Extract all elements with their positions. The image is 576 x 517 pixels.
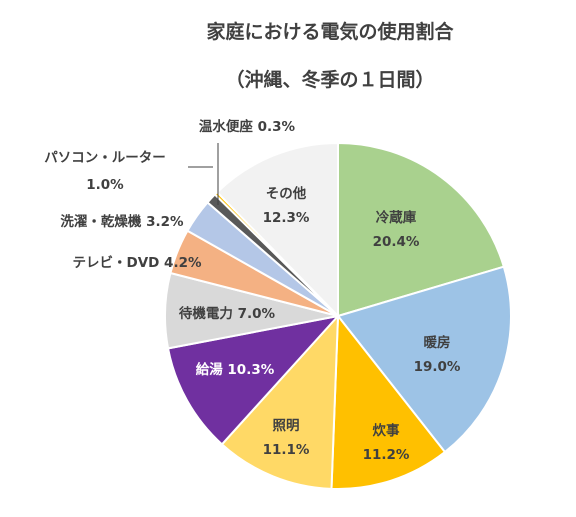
slice-4-wedge xyxy=(166,314,341,446)
slice-2-value-label: 11.2% xyxy=(363,447,410,463)
slice-3-wedge xyxy=(220,313,340,490)
chart-title: 家庭における電気の使用割合 xyxy=(206,20,454,43)
slice-1-name-label: 暖房 xyxy=(424,334,451,351)
slice-10-value-label: 12.3% xyxy=(263,210,310,226)
chart-subtitle: （沖縄、冬季の１日間） xyxy=(225,68,434,91)
slice-1-wedge xyxy=(336,265,512,454)
slice-9-label: 温水便座 0.3% xyxy=(199,118,296,135)
slice-2-name-label: 炊事 xyxy=(373,422,400,439)
slice-1-value-label: 19.0% xyxy=(414,359,461,375)
slice-8-name-label: パソコン・ルーター xyxy=(44,150,166,166)
slice-2-wedge xyxy=(330,313,447,490)
slice-7-label: 洗濯・乾燥機 3.2% xyxy=(60,213,184,230)
slice-10-name-label: その他 xyxy=(266,185,307,202)
slice-5-label: 待機電力 7.0% xyxy=(179,305,276,322)
slice-10-wedge xyxy=(215,141,339,319)
slice-4-label: 給湯 10.3% xyxy=(196,361,275,378)
slice-0-wedge xyxy=(337,141,506,318)
slice-3-value-label: 11.1% xyxy=(263,442,310,458)
slice-8-value-label: 1.0% xyxy=(86,177,124,193)
slice-0-value-label: 20.4% xyxy=(373,234,420,250)
slice-0-name-label: 冷蔵庫 xyxy=(376,209,417,226)
slice-3-name-label: 照明 xyxy=(273,418,300,434)
slice-6-label: テレビ・DVD 4.2% xyxy=(72,255,201,271)
